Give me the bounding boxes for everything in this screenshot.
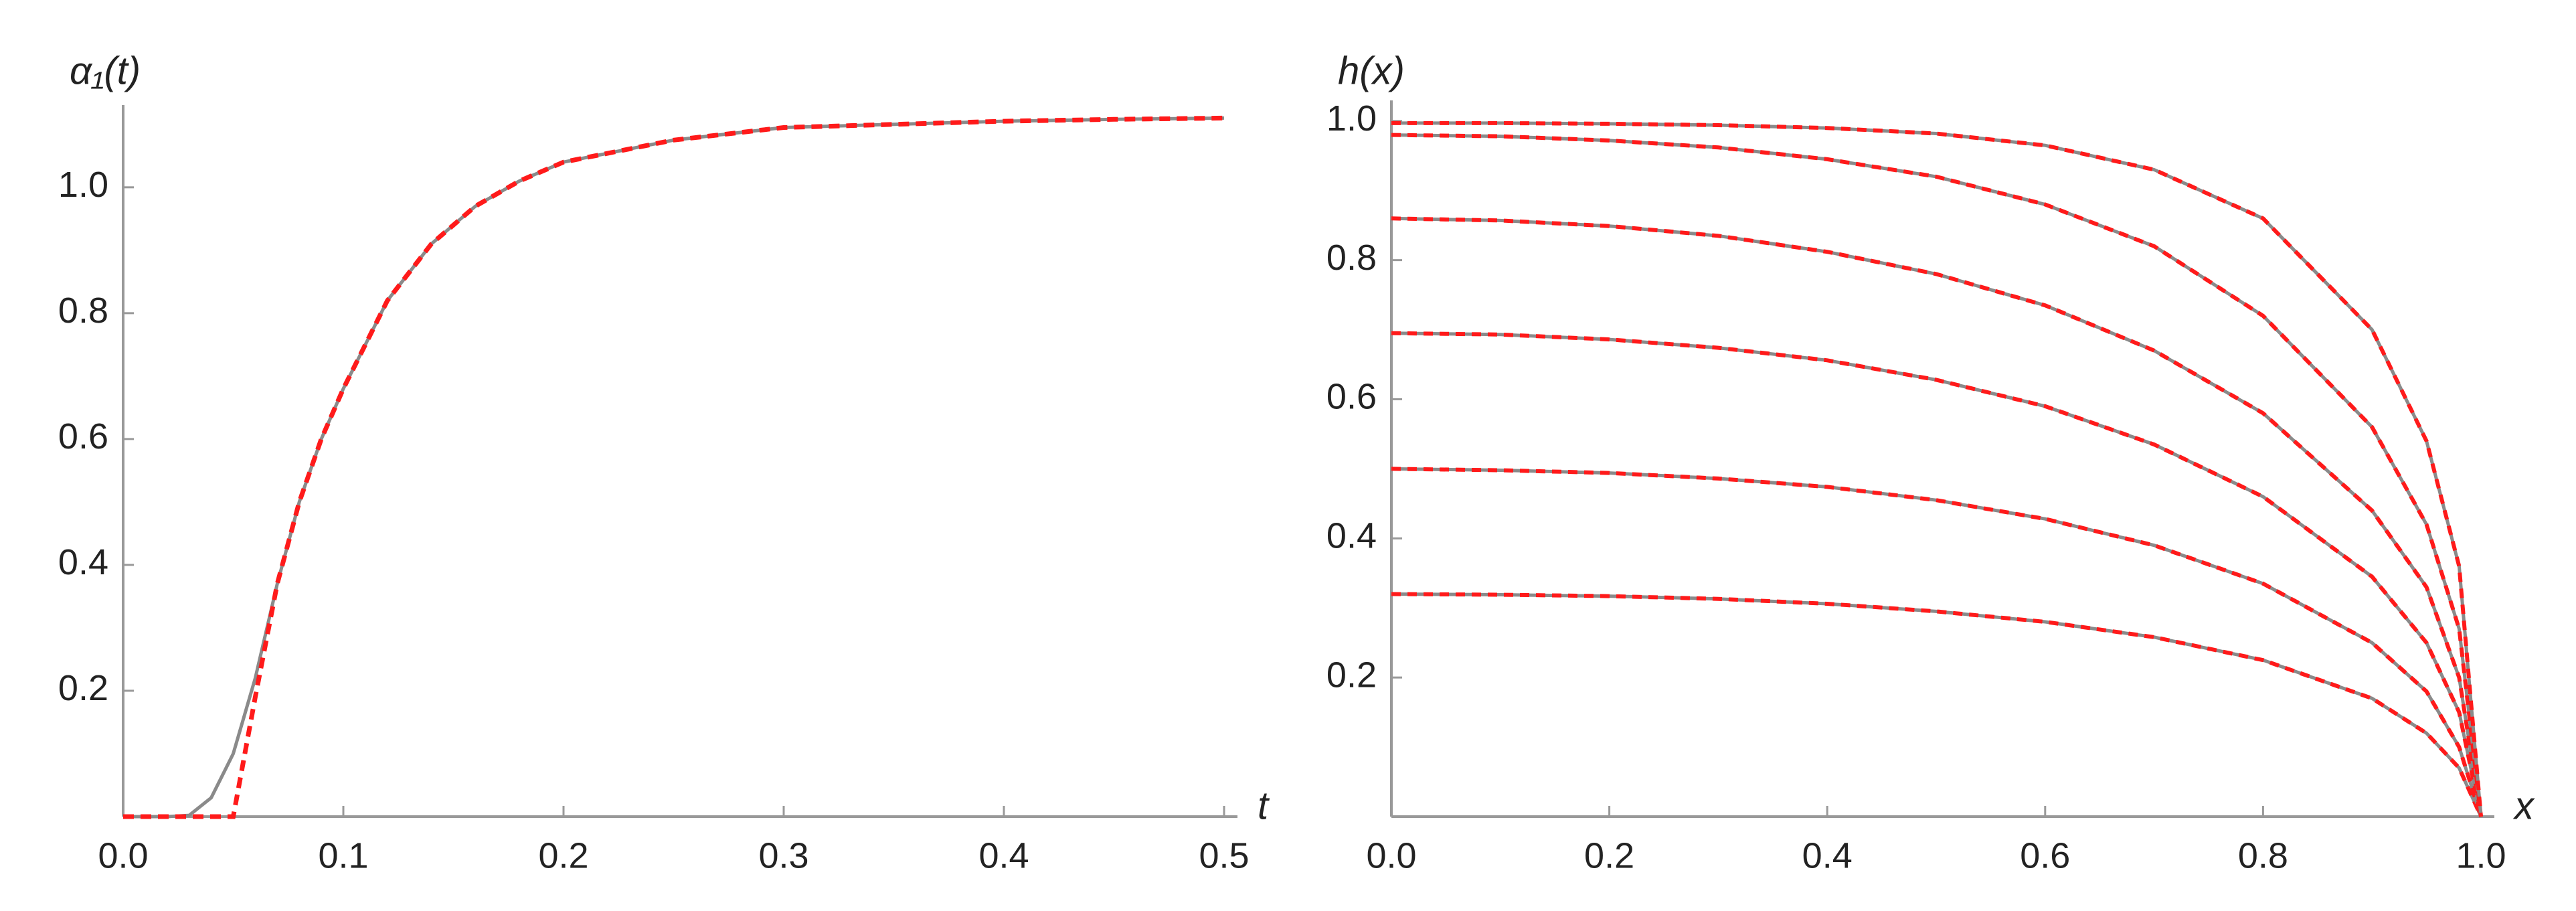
y-tick-label: 0.8 bbox=[1326, 238, 1377, 278]
y-tick-label: 1.0 bbox=[1326, 98, 1377, 139]
y-tick-label: 0.2 bbox=[1326, 655, 1377, 695]
x-tick-label: 0.4 bbox=[1802, 835, 1853, 876]
x-tick-label: 0.2 bbox=[1584, 835, 1634, 876]
y-tick-label: 0.4 bbox=[58, 542, 108, 582]
y-tick-label: 0.6 bbox=[58, 416, 108, 457]
x-tick-label: 0.1 bbox=[318, 835, 368, 876]
fit-overlay bbox=[1391, 467, 2483, 817]
line-series bbox=[1391, 133, 2483, 817]
line-series bbox=[1391, 467, 2483, 817]
x-tick-label: 1.0 bbox=[2456, 835, 2506, 876]
fit-overlay bbox=[1391, 592, 2483, 818]
fit-overlay bbox=[1391, 120, 2483, 817]
x-axis-label: x bbox=[2512, 784, 2535, 827]
x-tick-label: 0.2 bbox=[538, 835, 588, 876]
y-axis-label: h(x) bbox=[1338, 49, 1405, 92]
x-tick-label: 0.0 bbox=[1366, 835, 1416, 876]
x-tick-label: 0.5 bbox=[1199, 835, 1249, 876]
y-tick-label: 0.4 bbox=[1326, 516, 1377, 556]
line-series bbox=[123, 115, 1225, 819]
fit-overlay bbox=[1391, 216, 2483, 817]
line-series bbox=[1391, 592, 2483, 818]
x-tick-label: 0.4 bbox=[978, 835, 1029, 876]
y-tick-label: 1.0 bbox=[58, 165, 108, 205]
fit-overlay bbox=[1391, 133, 2483, 817]
x-axis-label: t bbox=[1258, 784, 1270, 827]
y-tick-label: 0.8 bbox=[58, 291, 108, 331]
y-tick-label: 0.2 bbox=[58, 668, 108, 708]
line-series bbox=[1391, 331, 2483, 817]
line-series bbox=[1391, 216, 2483, 817]
fit-overlay bbox=[1391, 331, 2483, 817]
y-axis-label: α₁(t) bbox=[70, 49, 141, 92]
y-tick-label: 0.6 bbox=[1326, 377, 1377, 417]
x-tick-label: 0.0 bbox=[98, 835, 148, 876]
x-tick-label: 0.8 bbox=[2238, 835, 2288, 876]
x-tick-label: 0.3 bbox=[758, 835, 808, 876]
line-series bbox=[123, 116, 1225, 819]
x-tick-label: 0.6 bbox=[2020, 835, 2070, 876]
